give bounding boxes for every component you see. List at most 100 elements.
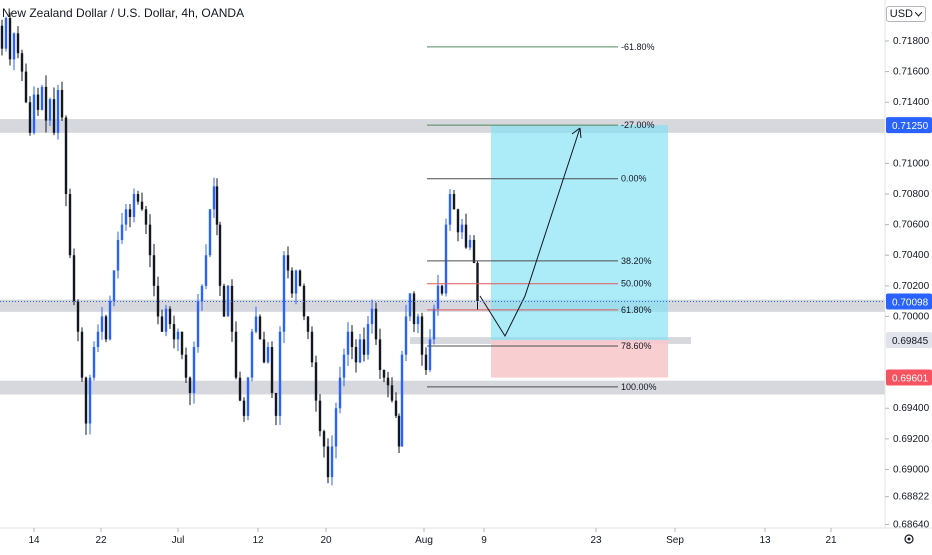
candle-body [378,339,382,370]
settings-gear-icon[interactable] [904,534,914,544]
y-tick-label: 0.70000 [893,311,930,322]
candle-body [346,331,350,355]
y-tick-label: 0.69400 [893,403,930,414]
fib-level-label: 100.00% [621,382,657,392]
price-tag [886,332,932,349]
candle-body [286,255,290,271]
candle-body [84,377,88,424]
candle-body [172,324,176,340]
x-tick-label: 9 [481,535,487,546]
candle-body [326,446,330,478]
candle-body [298,270,302,286]
price-tag [886,117,932,134]
candle-body [254,316,258,332]
candle-body [468,239,472,248]
candle-body [76,301,80,332]
candle-body [354,347,358,363]
candle-body [432,308,436,340]
x-tick-label: 12 [252,535,264,546]
candle-body [132,194,136,217]
candle-body [64,117,68,195]
x-tick-label: 14 [28,535,40,546]
candle-body [100,316,104,332]
candle-body [184,354,188,378]
fib-level-label: 50.00% [621,279,652,289]
candle-body [68,194,72,256]
y-tick-label: 0.70600 [893,220,930,231]
candle-body [412,293,416,325]
y-tick-label: 0.71000 [893,158,930,169]
candle-body [382,369,386,378]
candle-body [0,25,4,49]
candle-body [270,347,274,393]
candle-body [234,331,238,378]
candle-body [238,377,242,401]
currency-button[interactable]: USD [885,6,926,22]
candle-body [108,301,112,340]
candle-body [180,331,184,355]
price-tag-label: 0.69601 [892,373,929,384]
candle-body [48,99,52,121]
candle-body [144,209,148,225]
fib-level-label: 78.60% [621,341,652,351]
y-tick-label: 0.70200 [893,281,930,292]
candle-body [222,285,226,317]
candle-body [334,408,338,447]
candle-body [28,102,32,133]
sr-zone[interactable] [0,380,885,395]
candle-body [246,377,250,416]
candle-body [358,339,362,363]
candle-body [92,347,96,378]
candle-body [456,209,460,233]
candle-body [192,347,196,393]
candle-body [370,308,374,325]
candle-body [342,354,346,378]
candle-body [266,347,270,363]
candle-body [208,209,212,256]
candle-body [282,255,286,332]
candle-body [215,186,219,225]
x-tick-label: Jul [172,535,185,546]
y-tick-label: 0.69000 [893,464,930,475]
x-tick-label: 20 [320,535,332,546]
candle-body [112,270,116,302]
candle-body [386,377,390,386]
candle-body [330,446,334,478]
candle-body [88,377,92,424]
candle-body [116,239,120,271]
projection-path[interactable] [479,127,581,338]
candle-body [12,33,16,60]
candle-body [128,209,132,217]
y-tick-label: 0.69200 [893,434,930,445]
candle-body [188,377,192,393]
y-tick-label: 0.68640 [893,520,930,531]
candle-body [148,224,152,256]
candle-body [290,270,294,294]
candle-body [164,308,168,332]
candle-body [310,331,314,363]
x-tick-label: 21 [825,535,837,546]
candle-body [314,362,318,401]
x-tick-label: 13 [759,535,771,546]
candle-body [60,89,64,118]
candle-body [436,285,440,309]
x-tick-label: Sep [666,535,684,546]
candle-body [52,99,56,133]
candle-body [204,255,208,286]
candle-body [338,377,342,409]
candle-body [152,255,156,286]
candle-body [136,194,140,202]
candle-body [200,285,204,302]
candle-body [424,354,428,370]
candle-body [440,285,444,294]
chart-title: New Zealand Dollar / U.S. Dollar, 4h, OA… [2,6,245,20]
sr-zone[interactable] [0,119,885,133]
candle-body [472,239,476,263]
fib-level-label: -27.00% [621,120,655,130]
candle-body [262,339,266,363]
candle-body [306,316,310,332]
candle-body [96,331,100,348]
candle-body [394,400,398,416]
